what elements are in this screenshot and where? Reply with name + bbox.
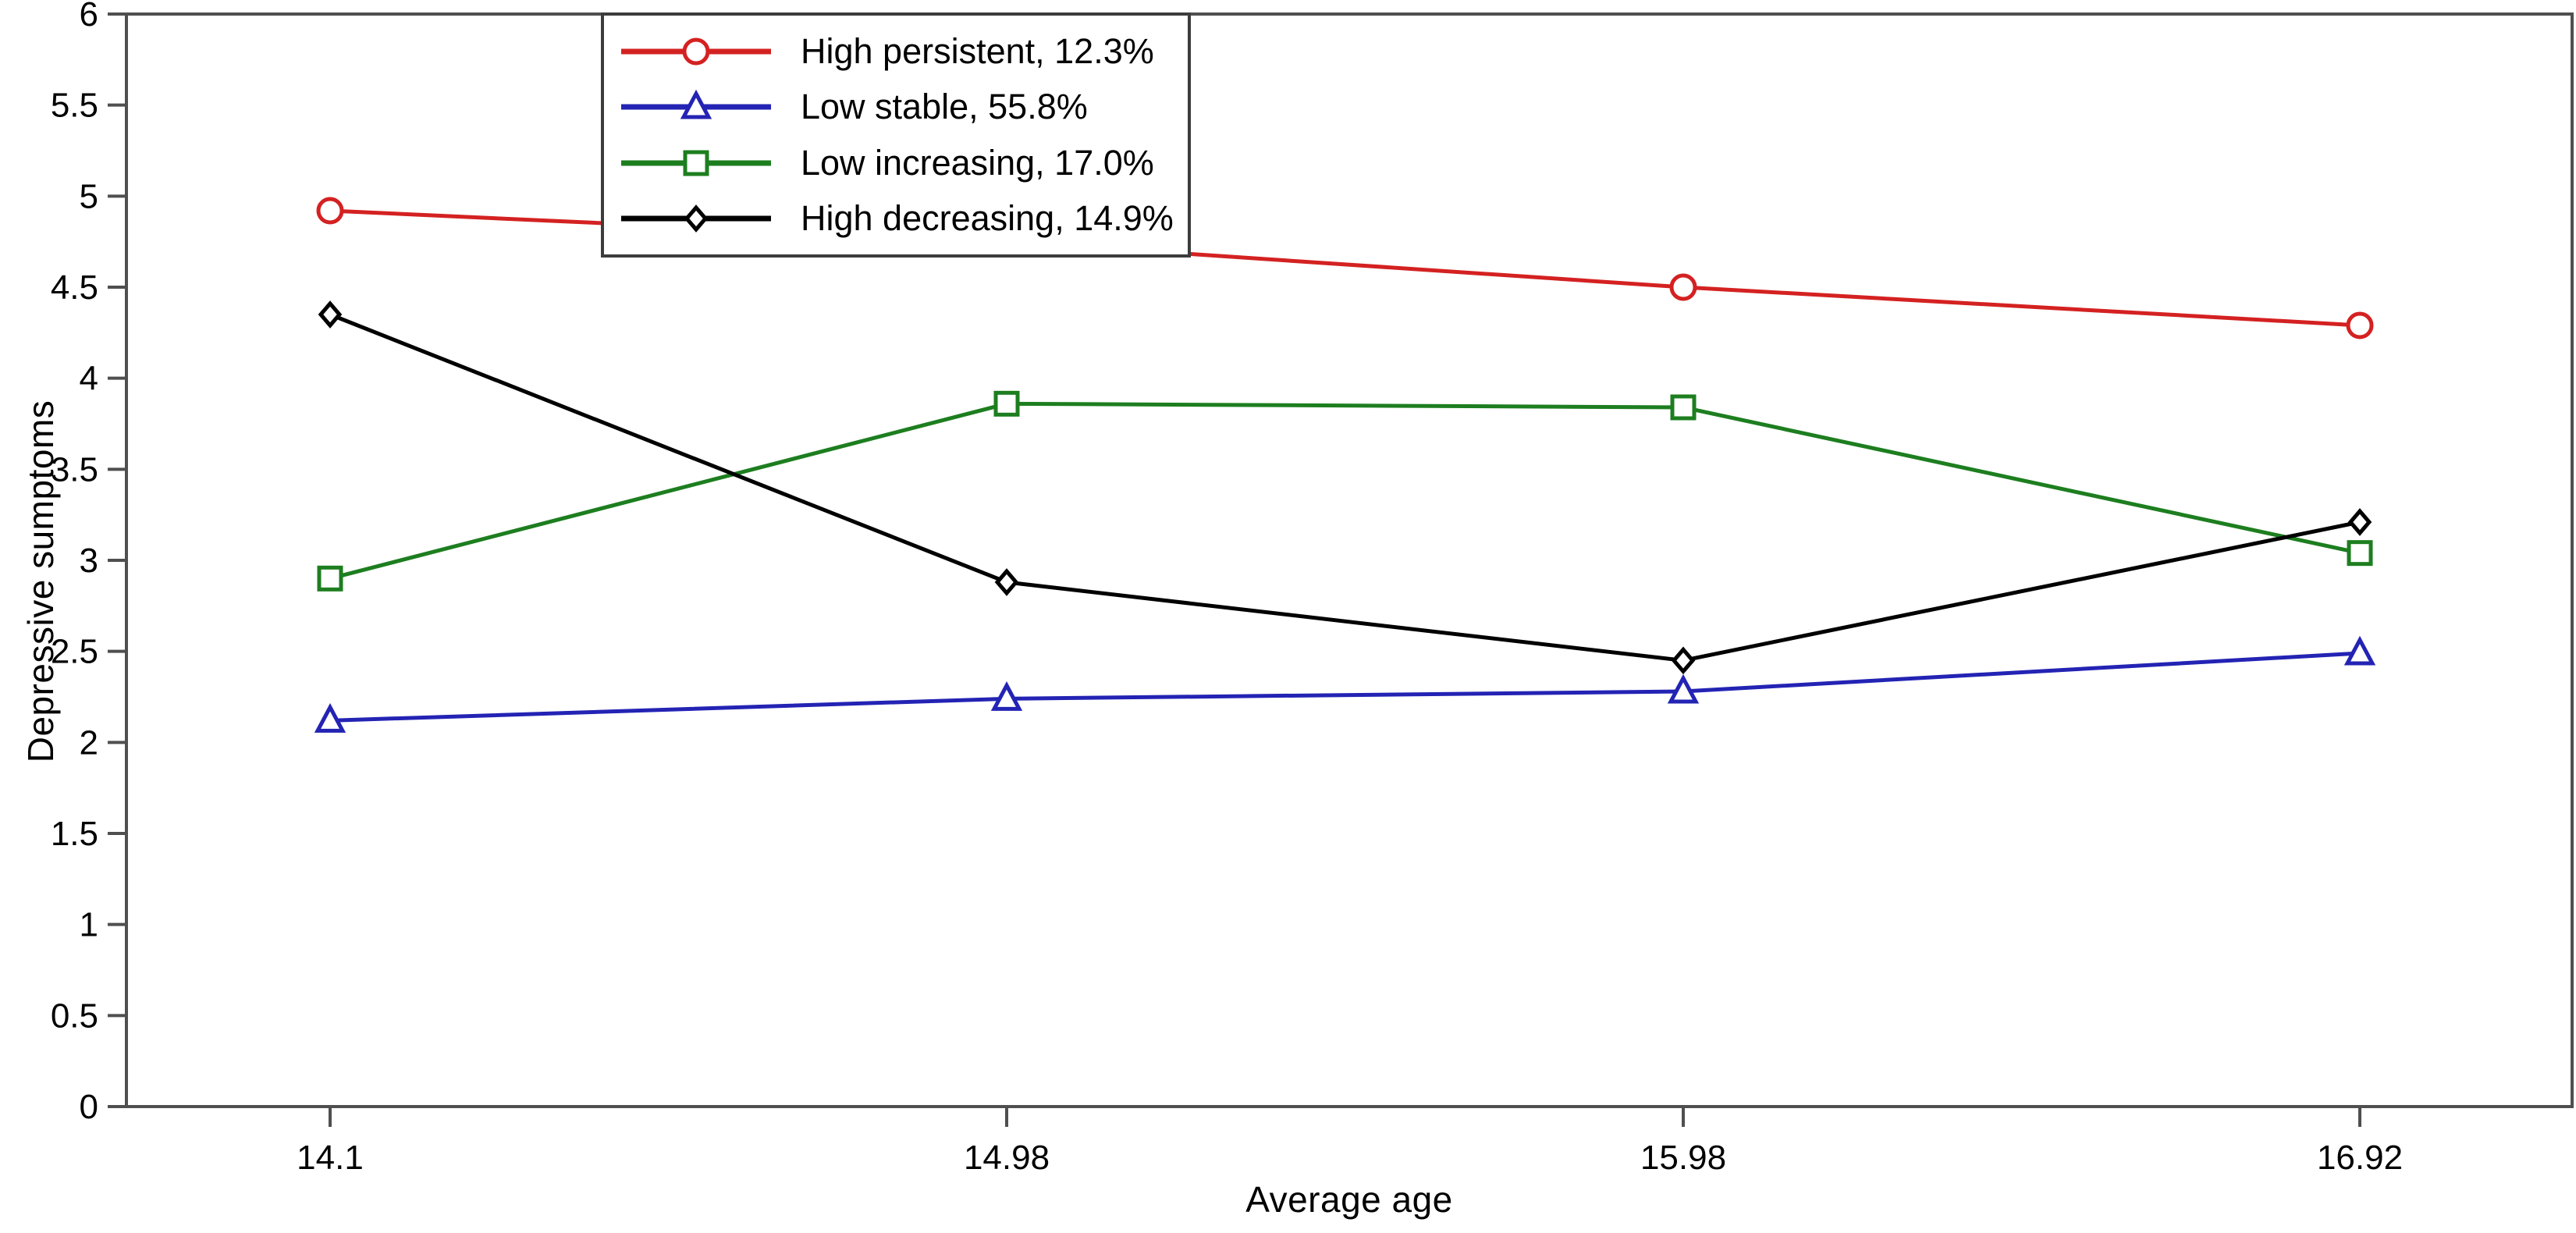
y-tick-label: 2 [80, 723, 98, 762]
y-tick-label: 0.5 [51, 997, 98, 1035]
square-data-marker [683, 150, 709, 176]
legend-circle-marker-icon [621, 37, 771, 66]
triangle-data-marker [680, 89, 712, 119]
series-line [329, 651, 2361, 723]
y-tick-label: 4 [80, 360, 98, 398]
legend-item-low-increasing[interactable]: Low increasing, 17.0% [618, 143, 1174, 183]
plot-frame [125, 12, 2574, 1108]
y-axis-title: Depressive sumptoms [20, 400, 61, 763]
square-data-marker [1670, 394, 1697, 421]
triangle-data-marker [314, 703, 346, 733]
y-tick-label: 0 [80, 1088, 98, 1126]
circle-data-marker [2346, 311, 2374, 339]
y-tick-label: 3.5 [51, 450, 98, 489]
square-data-marker [993, 390, 1020, 417]
x-tick-label: 15.98 [1640, 1139, 1726, 1177]
legend-item-high-persistent[interactable]: High persistent, 12.3% [618, 31, 1174, 72]
diamond-data-marker [994, 568, 1019, 596]
legend-label-high-decreasing: High decreasing, 14.9% [801, 198, 1174, 239]
x-axis-title: Average age [1245, 1179, 1453, 1220]
legend-diamond-marker-icon [621, 204, 771, 233]
legend-label-low-increasing: Low increasing, 17.0% [801, 142, 1154, 183]
series-line [329, 401, 2361, 581]
circle-data-marker [1669, 273, 1697, 301]
legend: High persistent, 12.3% Low stable, 55.8%… [601, 12, 1191, 258]
triangle-data-marker [1667, 673, 1700, 704]
y-tick-label: 6 [80, 0, 98, 34]
square-data-marker [2347, 540, 2373, 567]
legend-label-low-stable: Low stable, 55.8% [801, 87, 1088, 127]
diamond-data-marker [318, 300, 343, 329]
triangle-data-marker [2343, 635, 2376, 666]
y-tick-label: 4.5 [51, 268, 98, 307]
square-data-marker [317, 565, 343, 592]
diamond-data-marker [1671, 646, 1696, 675]
legend-label-high-persistent: High persistent, 12.3% [801, 30, 1154, 71]
circle-data-marker [316, 197, 344, 225]
legend-item-low-stable[interactable]: Low stable, 55.8% [618, 87, 1174, 127]
x-tick-label: 14.1 [297, 1139, 364, 1177]
y-tick-label: 1.5 [51, 815, 98, 853]
legend-triangle-marker-icon [621, 89, 771, 119]
series-line [329, 312, 2361, 663]
y-tick-label: 5.5 [51, 87, 98, 125]
x-tick-label: 14.98 [964, 1139, 1050, 1177]
y-tick-label: 1 [80, 906, 98, 944]
diamond-data-marker [2347, 508, 2372, 536]
y-tick-label: 5 [80, 177, 98, 215]
x-tick-label: 16.92 [2317, 1139, 2403, 1177]
legend-item-high-decreasing[interactable]: High decreasing, 14.9% [618, 198, 1174, 239]
legend-square-marker-icon [621, 150, 771, 176]
y-tick-label: 2.5 [51, 633, 98, 671]
triangle-data-marker [990, 681, 1023, 711]
circle-data-marker [682, 37, 710, 66]
diamond-data-marker [684, 204, 709, 233]
y-tick-label: 3 [80, 542, 98, 580]
